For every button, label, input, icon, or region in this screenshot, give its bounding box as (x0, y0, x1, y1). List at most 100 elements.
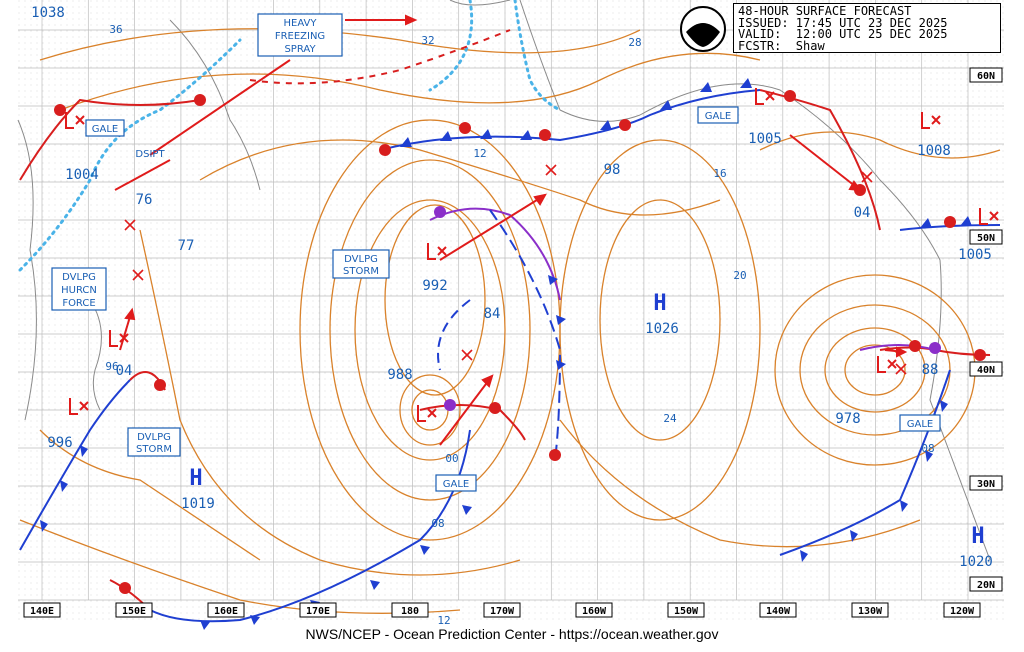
front-symbols (40, 78, 986, 630)
isobar-label: 08 (921, 442, 934, 455)
warning-box-dvlpg-storm-2: DVLPG STORM (127, 427, 181, 457)
low-value: 1004 (65, 167, 99, 183)
cold-front-3 (437, 299, 471, 371)
longitude-label: 150E (115, 602, 153, 618)
warning-box-heavy-freezing-spray: HEAVY FREEZING SPRAY (257, 13, 343, 57)
longitude-label: 170E (299, 602, 337, 618)
low-value: 978 (835, 411, 860, 427)
latitude-label: 40N (969, 361, 1003, 377)
svg-text:GALE: GALE (92, 124, 118, 135)
isobar-label: 96 (105, 360, 118, 373)
bering-coast (449, 0, 511, 6)
isobar-label: 32 (421, 34, 434, 47)
isobar-label: 04 (116, 363, 133, 379)
svg-text:FREEZING: FREEZING (275, 31, 325, 42)
fronts (19, 29, 1001, 623)
longitude-label: 140W (759, 602, 797, 618)
high-letter: H (971, 524, 984, 549)
dsipt-label: DSIPT (135, 149, 165, 160)
svg-text:170E: 170E (306, 606, 330, 617)
alaska-coast-south (519, 0, 641, 122)
svg-text:HEAVY: HEAVY (284, 18, 318, 29)
svg-text:150E: 150E (122, 606, 146, 617)
cold-front-5 (19, 379, 131, 551)
isobar-label: 04 (854, 205, 871, 221)
longitude-label: 180 (391, 602, 429, 618)
isobar-label: 08 (431, 517, 444, 530)
svg-text:GALE: GALE (907, 419, 933, 430)
occluded-front-1 (429, 207, 561, 301)
cold-front-7 (899, 224, 1001, 231)
low-value: 992 (422, 278, 447, 294)
svg-text:150W: 150W (674, 606, 699, 617)
warning-box-gale-3: GALE (435, 474, 477, 492)
longitude-label: 160W (575, 602, 613, 618)
japan-coast (89, 299, 102, 411)
warning-box-gale-4: GALE (899, 414, 941, 432)
svg-text:20N: 20N (977, 580, 995, 591)
isobar-label: 28 (628, 36, 641, 49)
longitude-label: 150W (667, 602, 705, 618)
high-pressure-value: 1019 (181, 496, 215, 512)
low-symbols (65, 88, 999, 422)
svg-text:SPRAY: SPRAY (284, 44, 316, 55)
isobar-label: 76 (136, 192, 153, 208)
latitude-labels: 60N 50N 40N 30N 20N (969, 67, 1003, 592)
low-value: 996 (47, 435, 72, 451)
ice-edge (18, 0, 562, 272)
cold-front-4 (149, 429, 471, 623)
isobar-label: 16 (713, 167, 726, 180)
isobar-label: 24 (663, 412, 677, 425)
latitude-label: 20N (969, 576, 1003, 592)
high-pressure-value: 1020 (959, 554, 993, 570)
header-issued: ISSUED: 17:45 UTC 23 DEC 2025 (738, 15, 948, 30)
svg-text:60N: 60N (977, 71, 995, 82)
footer-credit: NWS/NCEP - Ocean Prediction Center - htt… (305, 626, 719, 642)
map-background (18, 0, 1004, 622)
isobar-label: 98 (604, 162, 621, 178)
isobar-label: 1038 (31, 5, 65, 21)
isobar-labels: 1038 36 32 28 12 16 20 24 98 84 76 77 96… (31, 5, 938, 627)
longitude-label: 130W (851, 602, 889, 618)
warning-box-dvlpg-hurcn-force: DVLPG HURCN FORCE (51, 267, 107, 311)
occluded-front-2 (859, 344, 936, 351)
svg-text:DVLPG: DVLPG (62, 272, 96, 283)
svg-text:GALE: GALE (443, 479, 469, 490)
asia-coast (17, 119, 37, 421)
svg-text:120W: 120W (950, 606, 975, 617)
svg-text:FORCE: FORCE (62, 298, 95, 309)
svg-text:HURCN: HURCN (61, 285, 97, 296)
svg-text:140E: 140E (30, 606, 54, 617)
svg-text:30N: 30N (977, 479, 995, 490)
coastlines (17, 0, 991, 561)
cold-front-2 (489, 209, 562, 461)
svg-text:STORM: STORM (136, 444, 172, 455)
svg-text:140W: 140W (766, 606, 791, 617)
low-value: 1005 (958, 247, 992, 263)
svg-text:170W: 170W (490, 606, 515, 617)
isobar-label: 84 (484, 306, 501, 322)
svg-text:DVLPG: DVLPG (137, 432, 171, 443)
header-valid: VALID: 12:00 UTC 25 DEC 2025 (738, 27, 948, 41)
latitude-label: 30N (969, 475, 1003, 491)
svg-text:STORM: STORM (343, 266, 379, 277)
isobar-label: 36 (109, 23, 122, 36)
isobars (19, 28, 1001, 614)
motion-arrows (114, 14, 908, 446)
warm-front-1 (19, 98, 201, 181)
longitude-label: 160E (207, 602, 245, 618)
low-value: 1005 (748, 131, 782, 147)
isobar-label: 12 (473, 147, 486, 160)
svg-text:180: 180 (401, 606, 419, 617)
isobar-label: 88 (922, 362, 939, 378)
kamchatka-coast (169, 19, 261, 191)
header-title: 48-HOUR SURFACE FORECAST (738, 4, 912, 18)
warning-box-gale-2: GALE (697, 106, 739, 124)
longitude-label: 140E (23, 602, 61, 618)
longitude-label: 170W (483, 602, 521, 618)
stationary-front (249, 29, 511, 85)
noaa-logo (680, 6, 726, 52)
north-america-coast (639, 83, 991, 561)
svg-text:160E: 160E (214, 606, 238, 617)
